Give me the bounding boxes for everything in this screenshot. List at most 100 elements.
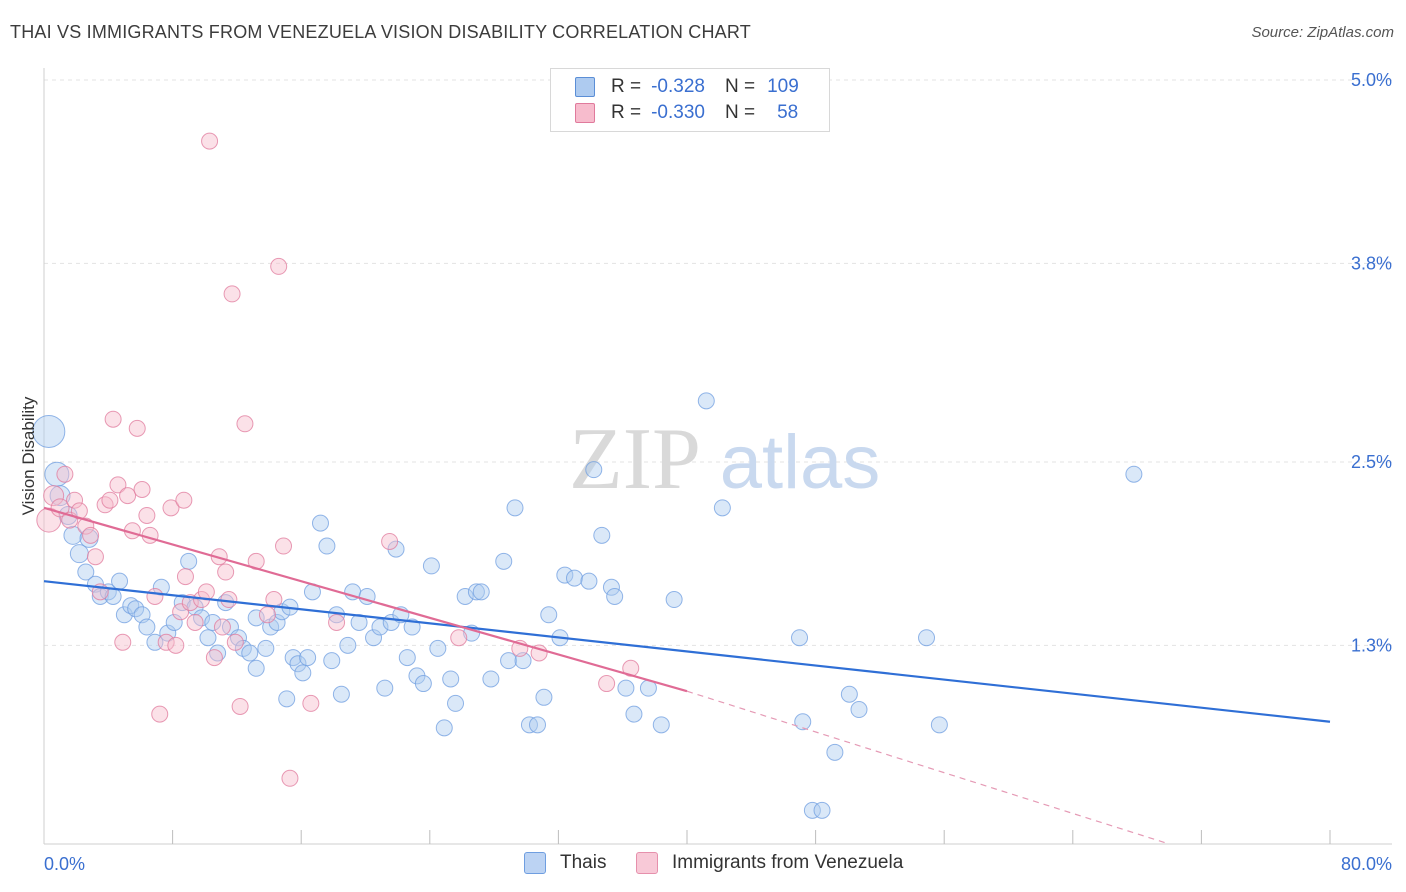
point-thais — [376, 679, 394, 697]
point-venezuela — [146, 587, 164, 605]
point-venezuela — [231, 697, 249, 715]
point-thais — [69, 544, 89, 564]
point-thais — [230, 629, 248, 647]
point-venezuela — [223, 285, 241, 303]
point-thais — [565, 569, 583, 587]
point-thais — [617, 679, 635, 697]
point-thais — [540, 606, 558, 624]
point-venezuela — [77, 517, 95, 535]
point-venezuela — [258, 606, 276, 624]
point-venezuela — [176, 568, 194, 586]
tick-labels: 1.3% 2.5% 3.8% 5.0% 0.0% 80.0% Vision Disabili… — [19, 70, 1392, 874]
point-venezuela — [104, 410, 122, 428]
x-tick-label: 0.0% — [44, 854, 85, 874]
point-thais — [794, 713, 812, 731]
y-tick-label: 1.3% — [1351, 635, 1392, 655]
legend-r-label: R = — [611, 76, 642, 97]
point-venezuela — [114, 633, 132, 651]
y-tick-label: 3.8% — [1351, 253, 1392, 273]
legend-n-value: 58 — [777, 102, 799, 123]
point-thais — [429, 639, 447, 657]
point-thais — [127, 600, 145, 618]
point-thais — [606, 587, 624, 605]
point-venezuela — [86, 548, 104, 566]
point-thais — [332, 685, 350, 703]
point-thais — [165, 613, 183, 631]
point-thais — [585, 461, 603, 479]
point-thais — [318, 537, 336, 555]
point-thais — [580, 572, 598, 590]
point-venezuela — [265, 591, 283, 609]
legend-n-label: N = — [724, 102, 756, 123]
point-thais — [803, 801, 821, 819]
legend-swatch-thais — [524, 852, 546, 874]
point-venezuela — [128, 419, 146, 437]
point-thais — [414, 675, 432, 693]
point-venezuela — [66, 491, 84, 509]
point-venezuela — [450, 629, 468, 647]
point-thais — [665, 591, 683, 609]
point-thais — [63, 525, 83, 545]
point-thais — [435, 719, 453, 737]
watermark: ZIP atlas — [569, 411, 880, 508]
legend-row-thais: R = -0.328 N = 109 — [575, 74, 799, 100]
trend-lines — [43, 506, 1331, 845]
point-thais — [467, 583, 485, 601]
point-thais — [840, 685, 858, 703]
point-thais — [241, 644, 259, 662]
point-thais — [422, 557, 440, 575]
point-venezuela — [167, 636, 185, 654]
point-thais — [278, 690, 296, 708]
legend-swatch-venezuela — [636, 852, 658, 874]
point-venezuela — [186, 613, 204, 631]
point-venezuela — [138, 506, 156, 524]
point-thais — [850, 701, 868, 719]
point-thais — [91, 587, 109, 605]
point-venezuela — [226, 633, 244, 651]
point-thais — [398, 649, 416, 667]
point-venezuela — [270, 257, 288, 275]
point-thais — [180, 552, 198, 570]
point-venezuela — [220, 591, 238, 609]
legend-item-thais[interactable]: Thais — [524, 852, 606, 874]
point-venezuela — [101, 491, 119, 509]
trend-line-venezuela-extrapolated — [686, 690, 1170, 845]
legend-item-venezuela[interactable]: Immigrants from Venezuela — [636, 852, 903, 874]
point-thais — [289, 655, 307, 673]
source-label: Source: ZipAtlas.com — [1251, 24, 1394, 41]
legend-r-value: -0.328 — [651, 76, 705, 97]
point-thais — [247, 609, 265, 627]
point-venezuela — [119, 487, 137, 505]
trend-line-thais — [43, 580, 1331, 723]
point-thais — [299, 649, 317, 667]
point-venezuela — [96, 496, 114, 514]
point-thais — [529, 716, 547, 734]
y-axis-title: Vision Disability — [19, 396, 38, 515]
point-thais — [122, 597, 140, 615]
point-thais — [32, 414, 66, 448]
point-venezuela — [36, 507, 62, 533]
point-thais — [365, 629, 383, 647]
point-thais — [500, 652, 518, 670]
point-venezuela — [217, 563, 235, 581]
point-thais — [625, 705, 643, 723]
point-venezuela — [157, 633, 175, 651]
point-venezuela — [236, 415, 254, 433]
point-thais — [339, 636, 357, 654]
point-thais — [77, 563, 95, 581]
point-thais — [602, 578, 620, 596]
point-thais — [447, 694, 465, 712]
point-thais — [209, 644, 227, 662]
legend-r-label: R = — [611, 102, 642, 123]
point-thais — [826, 743, 844, 761]
point-venezuela — [201, 132, 219, 150]
point-venezuela — [43, 485, 65, 507]
point-venezuela — [175, 491, 193, 509]
trend-line-venezuela — [43, 506, 688, 693]
legend-row-venezuela: R = -0.330 N = 58 — [575, 100, 798, 126]
point-thais — [204, 613, 222, 631]
y-tick-label: 5.0% — [1351, 70, 1392, 90]
point-thais — [294, 664, 312, 682]
point-venezuela — [328, 613, 346, 631]
